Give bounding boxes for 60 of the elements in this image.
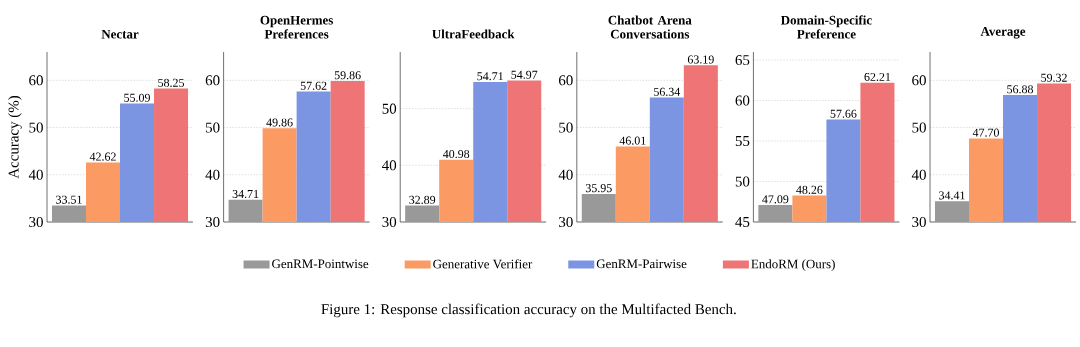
- data-label: 35.95: [585, 184, 612, 193]
- data-label: 32.89: [409, 195, 436, 204]
- y-tick-label: 55: [735, 136, 750, 147]
- y-tick-label: 30: [382, 216, 397, 228]
- y-tick-label: 50: [206, 122, 220, 133]
- y-tick-label: 60: [912, 75, 926, 86]
- data-label: 54.71: [477, 72, 503, 81]
- chart-title: UltraFeedback: [432, 29, 515, 39]
- y-tick-label: 45: [735, 217, 750, 227]
- y-axis-title: Accuracy (%): [8, 95, 22, 179]
- y-tick-label: 30: [29, 216, 43, 228]
- legend-label: EndoRM (Ours): [751, 259, 835, 271]
- data-label: 40.98: [442, 149, 470, 159]
- data-label: 34.71: [232, 189, 259, 199]
- y-tick-label: 60: [205, 75, 220, 86]
- data-label: 47.70: [972, 128, 999, 137]
- data-label: 62.21: [864, 72, 891, 81]
- chart-title: OpenHermes Preferences: [260, 15, 333, 39]
- data-label: 59.86: [334, 71, 361, 80]
- y-tick-label: 50: [29, 122, 43, 133]
- data-label: 58.25: [158, 78, 185, 87]
- chart-title: Chatbot Arena Conversations: [608, 15, 692, 39]
- data-label: 56.34: [654, 87, 681, 96]
- legend-label: GenRM-Pointwise: [272, 259, 369, 269]
- y-tick-label: 30: [205, 216, 220, 228]
- y-tick-label: 50: [382, 103, 397, 114]
- y-tick-label: 65: [735, 55, 750, 66]
- chart-title: Domain-Specific Preference: [780, 15, 872, 39]
- data-label: 47.09: [762, 195, 789, 204]
- legend-label: GenRM-Pairwise: [596, 259, 687, 269]
- data-label: 42.62: [89, 152, 116, 161]
- data-label: 46.01: [619, 136, 646, 145]
- data-label: 48.26: [796, 185, 823, 194]
- y-tick-label: 30: [559, 216, 573, 228]
- y-tick-label: 30: [912, 216, 926, 228]
- data-label: 59.32: [1041, 73, 1067, 82]
- y-tick-label: 40: [28, 169, 43, 180]
- y-tick-label: 50: [559, 122, 573, 133]
- y-tick-label: 60: [29, 75, 43, 86]
- data-label: 57.62: [300, 81, 327, 90]
- data-label: 55.09: [124, 93, 150, 102]
- legend-label: Generative Verifier: [433, 259, 533, 269]
- y-tick-label: 50: [735, 176, 750, 187]
- y-tick-label: 40: [558, 169, 573, 180]
- y-tick-label: 50: [912, 122, 926, 133]
- data-label: 49.86: [266, 118, 293, 127]
- chart-title: Nectar: [101, 29, 139, 39]
- y-tick-label: 60: [735, 95, 750, 106]
- data-label: 63.19: [687, 55, 714, 64]
- chart-title: Average: [980, 27, 1026, 39]
- data-label: 57.66: [830, 109, 857, 118]
- caption: Figure 1: Response classification accuracy on the Multifacted Bench.: [321, 303, 736, 318]
- y-tick-label: 60: [558, 75, 573, 86]
- y-tick-label: 40: [382, 160, 397, 171]
- y-tick-label: 40: [911, 169, 926, 180]
- data-label: 34.41: [939, 191, 965, 200]
- data-label: 56.88: [1007, 85, 1034, 94]
- data-label: 54.97: [511, 70, 538, 79]
- data-label: 33.51: [56, 195, 82, 204]
- y-tick-label: 40: [205, 169, 220, 180]
